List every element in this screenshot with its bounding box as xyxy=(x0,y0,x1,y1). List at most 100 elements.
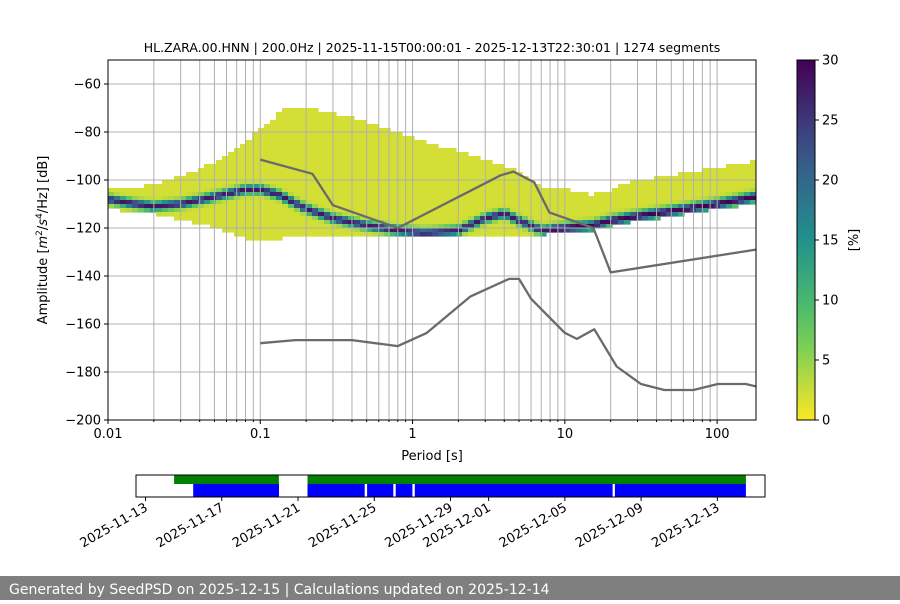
heatmap-cell xyxy=(246,228,253,233)
heatmap-cell xyxy=(270,148,277,153)
y-tick-label: −180 xyxy=(65,366,101,381)
heatmap-cell xyxy=(108,200,115,205)
heatmap-cell xyxy=(702,184,709,189)
heatmap-cell xyxy=(378,132,385,137)
heatmap-cell xyxy=(726,172,733,177)
heatmap-cell xyxy=(258,168,265,173)
heatmap-cell xyxy=(360,204,367,209)
heatmap-cell xyxy=(588,220,595,225)
heatmap-cell xyxy=(204,216,211,221)
heatmap-cell xyxy=(408,140,415,145)
heatmap-cell xyxy=(150,208,157,213)
heatmap-cell xyxy=(648,212,655,217)
heatmap-cell xyxy=(114,188,121,193)
heatmap-cell xyxy=(162,184,169,189)
heatmap-cell xyxy=(588,216,595,221)
heatmap-cell xyxy=(450,216,457,221)
heatmap-cell xyxy=(636,180,643,185)
heatmap-cell xyxy=(558,196,565,201)
heatmap-cell xyxy=(378,136,385,141)
heatmap-cell xyxy=(582,196,589,201)
heatmap-cell xyxy=(474,216,481,221)
heatmap-cell xyxy=(396,220,403,225)
heatmap-cell xyxy=(324,156,331,161)
heatmap-cell xyxy=(252,160,259,165)
heatmap-cell xyxy=(186,192,193,197)
heatmap-cell xyxy=(300,144,307,149)
heatmap-cell xyxy=(564,204,571,209)
heatmap-cell xyxy=(372,160,379,165)
heatmap-cell xyxy=(180,184,187,189)
heatmap-cell xyxy=(342,224,349,229)
heatmap-cell xyxy=(216,176,223,181)
x-tick-label: 10 xyxy=(557,427,574,442)
x-tick-label: 1 xyxy=(408,427,416,442)
heatmap-cell xyxy=(438,212,445,217)
heatmap-cell xyxy=(450,200,457,205)
heatmap-cell xyxy=(246,160,253,165)
heatmap-cell xyxy=(222,196,229,201)
heatmap-cell xyxy=(210,172,217,177)
heatmap-cell xyxy=(366,192,373,197)
heatmap-cell xyxy=(432,200,439,205)
heatmap-cell xyxy=(564,220,571,225)
heatmap-cell xyxy=(606,204,613,209)
heatmap-cell xyxy=(312,124,319,129)
heatmap-cell xyxy=(630,184,637,189)
heatmap-cell xyxy=(378,204,385,209)
heatmap-cell xyxy=(270,168,277,173)
heatmap-cell xyxy=(180,192,187,197)
heatmap-cell xyxy=(666,176,673,181)
heatmap-cell xyxy=(264,208,271,213)
heatmap-cell xyxy=(744,188,751,193)
heatmap-cell xyxy=(282,124,289,129)
heatmap-cell xyxy=(654,176,661,181)
heatmap-cell xyxy=(318,212,325,217)
heatmap-cell xyxy=(732,172,739,177)
heatmap-cell xyxy=(666,184,673,189)
heatmap-cell xyxy=(504,224,511,229)
heatmap-cell xyxy=(162,200,169,205)
heatmap-cell xyxy=(276,220,283,225)
heatmap-cell xyxy=(234,196,241,201)
heatmap-cell xyxy=(498,184,505,189)
x-axis-ticks: 0.01 0.1 1 10 100 xyxy=(94,420,730,442)
heatmap-cell xyxy=(246,192,253,197)
heatmap-cell xyxy=(246,196,253,201)
heatmap-cell xyxy=(654,208,661,213)
heatmap-cell xyxy=(738,164,745,169)
heatmap-cell xyxy=(168,192,175,197)
heatmap-cell xyxy=(222,160,229,165)
heatmap-cell xyxy=(312,136,319,141)
heatmap-cell xyxy=(708,168,715,173)
heatmap-cell xyxy=(390,132,397,137)
heatmap-cell xyxy=(612,208,619,213)
heatmap-cell xyxy=(342,228,349,233)
heatmap-cell xyxy=(486,216,493,221)
heatmap-cell xyxy=(228,192,235,197)
heatmap-cell xyxy=(510,180,517,185)
heatmap-cell xyxy=(588,208,595,213)
heatmap-cell xyxy=(486,208,493,213)
heatmap-cell xyxy=(744,164,751,169)
heatmap-cell xyxy=(360,124,367,129)
heatmap-cell xyxy=(300,200,307,205)
heatmap-cell xyxy=(480,180,487,185)
heatmap-cell xyxy=(456,224,463,229)
heatmap-cell xyxy=(342,116,349,121)
heatmap-cell xyxy=(630,196,637,201)
y-tick-label: −140 xyxy=(65,270,101,285)
heatmap-cell xyxy=(276,144,283,149)
heatmap-cell xyxy=(636,212,643,217)
heatmap-cell xyxy=(360,216,367,221)
heatmap-cell xyxy=(444,156,451,161)
heatmap-cell xyxy=(582,204,589,209)
heatmap-cell xyxy=(318,148,325,153)
heatmap-cell xyxy=(294,156,301,161)
heatmap-cell xyxy=(588,204,595,209)
heatmap-cell xyxy=(564,228,571,233)
heatmap-cell xyxy=(432,188,439,193)
heatmap-cell xyxy=(384,132,391,137)
heatmap-cell xyxy=(432,220,439,225)
heatmap-cell xyxy=(294,152,301,157)
